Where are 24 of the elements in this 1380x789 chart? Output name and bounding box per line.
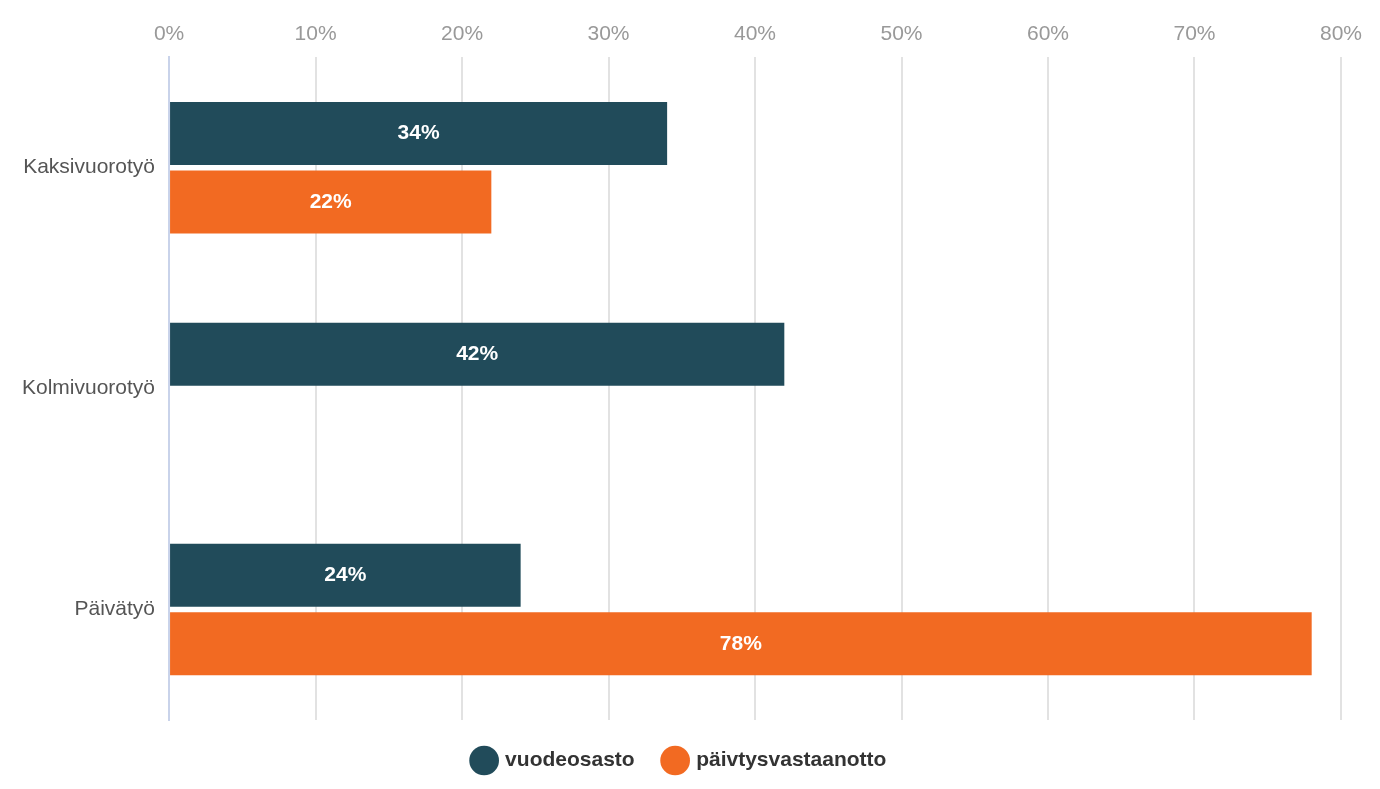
- x-tick-label: 80%: [1319, 21, 1362, 45]
- x-tick-label: 10%: [294, 21, 337, 45]
- bar: [170, 101, 668, 165]
- x-tick-label: 0%: [153, 21, 185, 45]
- legend-label: päivtysvastaanotto: [696, 747, 887, 771]
- bar: [170, 322, 785, 386]
- y-tick-label: Kaksivuorotyö: [23, 154, 156, 178]
- x-tick-label: 70%: [1173, 21, 1216, 45]
- data-label: 24%: [324, 562, 367, 586]
- bar: [170, 170, 492, 234]
- y-tick-label: Päivätyö: [74, 596, 156, 620]
- y-tick-label: Kolmivuorotyö: [21, 375, 156, 399]
- x-tick-label: 50%: [880, 21, 923, 45]
- x-tick-label: 40%: [734, 21, 777, 45]
- legend-label: vuodeosasto: [505, 747, 635, 771]
- data-label: 34%: [397, 120, 440, 144]
- bar: [170, 612, 1312, 676]
- x-tick-label: 20%: [441, 21, 484, 45]
- data-label: 42%: [456, 341, 499, 365]
- x-tick-label: 30%: [587, 21, 630, 45]
- x-tick-label: 60%: [1026, 21, 1070, 45]
- bar: [170, 543, 521, 607]
- data-label: 22%: [309, 188, 353, 212]
- data-label: 78%: [719, 630, 763, 654]
